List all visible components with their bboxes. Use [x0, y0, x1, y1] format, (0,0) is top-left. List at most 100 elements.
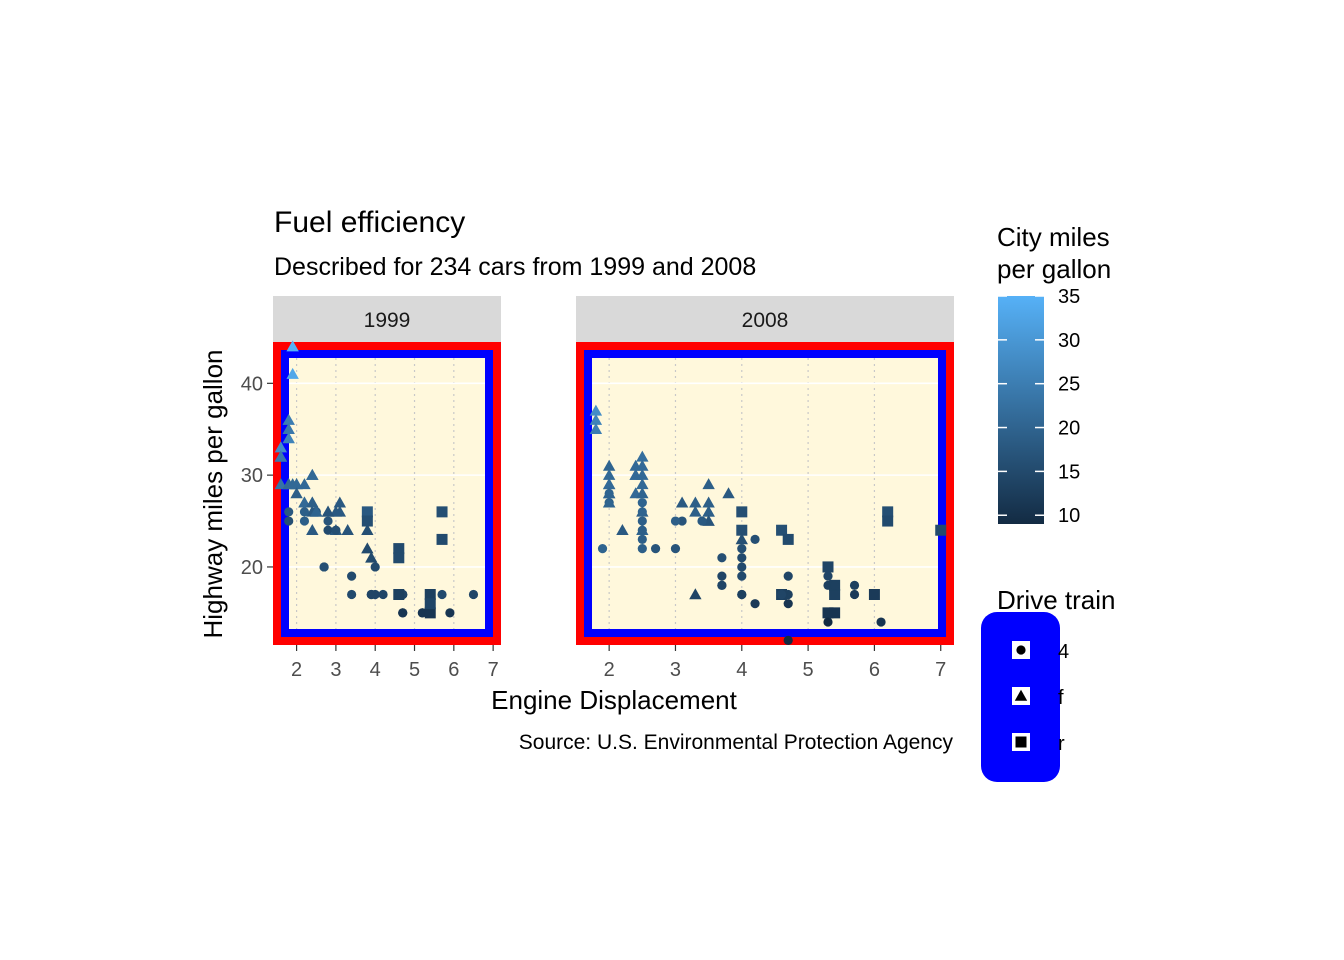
- data-point: [677, 516, 687, 526]
- data-point: [602, 487, 616, 499]
- shape-legend-key-square: [1015, 736, 1027, 748]
- data-point: [722, 487, 735, 499]
- color-bar-tick-label: 35: [1058, 286, 1080, 308]
- data-point: [602, 496, 616, 508]
- data-point: [737, 553, 747, 563]
- panel-points: [589, 404, 947, 646]
- data-point: [735, 533, 748, 545]
- data-point: [365, 551, 378, 563]
- shape-legend-key-circle: [1016, 645, 1026, 655]
- color-bar-tick-label: 10: [1058, 505, 1080, 527]
- data-point: [329, 505, 343, 517]
- y-tick-label: 40: [241, 373, 263, 395]
- data-point: [347, 589, 357, 600]
- data-point: [849, 589, 860, 600]
- data-point: [299, 507, 310, 517]
- data-point: [717, 580, 727, 590]
- data-point: [602, 468, 616, 480]
- data-point: [424, 589, 436, 600]
- y-tick-label: 20: [241, 557, 263, 579]
- y-axis-label: Highway miles per gallon: [198, 349, 228, 638]
- data-point: [882, 515, 894, 527]
- data-point: [394, 589, 404, 600]
- data-point: [783, 635, 793, 646]
- data-point: [333, 496, 347, 508]
- data-point: [868, 589, 880, 600]
- data-point: [282, 478, 295, 490]
- data-point: [637, 525, 647, 535]
- data-point: [445, 608, 455, 618]
- data-point: [935, 524, 947, 536]
- data-point: [393, 543, 405, 555]
- data-point: [783, 599, 793, 609]
- x-tick-label: 4: [370, 659, 381, 681]
- x-tick-label: 5: [409, 659, 420, 681]
- data-point: [468, 589, 479, 600]
- color-bar: [998, 296, 1044, 524]
- data-point: [737, 543, 747, 554]
- chart-title: Fuel efficiency: [274, 206, 465, 239]
- x-axis-label: Engine Displacement: [491, 685, 737, 715]
- shape-legend-label: f: [1058, 687, 1064, 709]
- data-point: [310, 505, 323, 517]
- color-bar-tick-label: 30: [1058, 330, 1080, 352]
- data-point: [636, 450, 649, 462]
- data-point: [637, 507, 647, 517]
- data-point: [737, 562, 747, 572]
- x-tick-label: 3: [670, 659, 681, 681]
- data-point: [636, 468, 649, 480]
- x-tick-label: 6: [448, 659, 459, 681]
- data-point: [637, 543, 647, 554]
- data-point: [717, 571, 727, 581]
- data-point: [737, 589, 747, 600]
- data-point: [424, 607, 436, 619]
- x-tick-label: 6: [869, 659, 880, 681]
- color-bar-tick-label: 20: [1058, 418, 1080, 440]
- data-point: [284, 516, 294, 526]
- data-point: [670, 543, 681, 554]
- color-legend: City miles per gallon 35 30 25 20 15 10: [997, 222, 1111, 527]
- color-bar-tick-label: 25: [1058, 374, 1080, 396]
- facet-strip: [576, 296, 954, 342]
- data-point: [341, 524, 354, 536]
- data-point: [589, 404, 603, 416]
- data-point: [589, 413, 603, 425]
- data-point: [829, 589, 841, 600]
- y-tick-label: 30: [241, 465, 263, 487]
- data-point: [737, 571, 747, 581]
- data-point: [378, 589, 388, 600]
- data-point: [284, 507, 294, 517]
- data-point: [636, 487, 649, 499]
- data-point: [306, 524, 319, 536]
- data-point: [616, 524, 629, 536]
- data-point: [306, 496, 319, 508]
- panel-background: [592, 358, 938, 629]
- data-point: [282, 413, 295, 425]
- chart-caption: Source: U.S. Environmental Protection Ag…: [519, 731, 954, 754]
- data-point: [417, 608, 427, 618]
- shape-legend-keys: 4 f r: [1012, 641, 1069, 755]
- data-point: [637, 516, 647, 526]
- data-point: [697, 516, 707, 526]
- data-point: [736, 506, 748, 518]
- data-point: [736, 524, 748, 536]
- data-point: [323, 525, 333, 535]
- data-point: [675, 496, 689, 508]
- data-point: [830, 580, 840, 590]
- chart-subtitle: Described for 234 cars from 1999 and 200…: [274, 253, 756, 281]
- data-point: [274, 478, 288, 490]
- data-point: [424, 598, 436, 610]
- data-point: [750, 599, 760, 609]
- data-point: [321, 505, 335, 517]
- color-bar-ticks: 35 30 25 20 15 10: [998, 286, 1080, 527]
- data-point: [670, 516, 681, 526]
- x-tick-label: 2: [604, 659, 615, 681]
- data-point: [319, 562, 329, 572]
- data-point: [776, 524, 788, 536]
- data-point: [323, 516, 333, 526]
- data-point: [822, 607, 834, 619]
- shape-legend-label: 4: [1058, 641, 1069, 663]
- data-point: [298, 496, 311, 508]
- data-point: [637, 498, 647, 508]
- facet-strip-label: 2008: [742, 309, 789, 332]
